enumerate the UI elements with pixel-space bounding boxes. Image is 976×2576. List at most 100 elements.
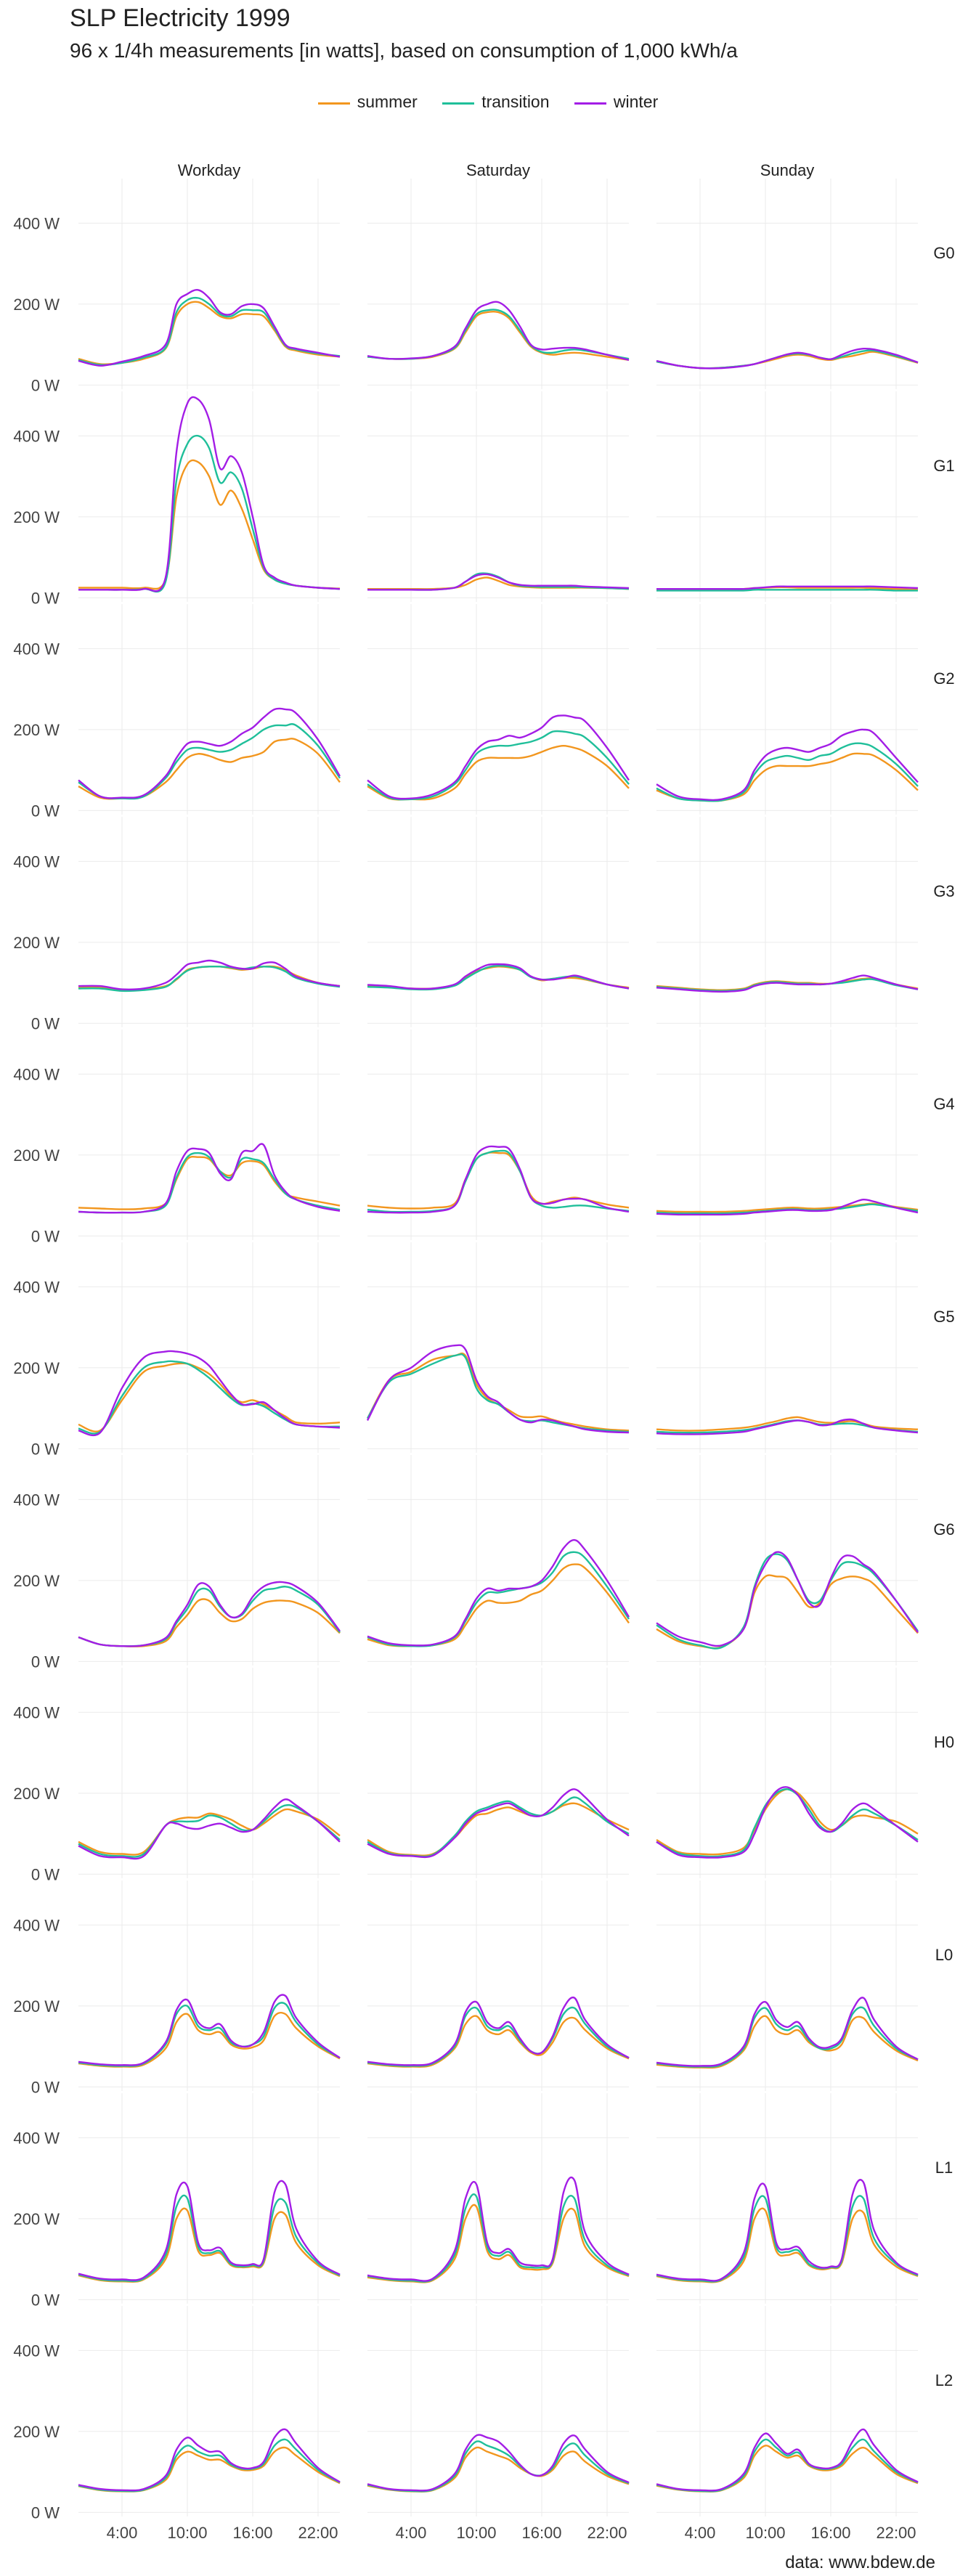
series-line-winter-l1-saturday [367, 2176, 630, 2282]
y-tick-label: 200 W [13, 1572, 60, 1590]
series-line-winter-g4-saturday [367, 1145, 630, 1214]
series-line-winter-g5-workday [78, 1350, 341, 1437]
y-tick-label: 200 W [13, 2423, 60, 2441]
series-line-summer-g5-workday [78, 1362, 341, 1432]
y-tick-label: 0 W [31, 2078, 60, 2096]
x-tick-label: 10:00 [456, 2524, 496, 2542]
y-tick-label: 0 W [31, 2291, 60, 2309]
x-tick-label: 10:00 [167, 2524, 207, 2542]
series-line-summer-g5-saturday [366, 1352, 630, 1432]
series-line-winter-g2-workday [78, 707, 341, 799]
legend-item-transition: transition [442, 92, 550, 112]
series-line-summer-h0-sunday [656, 1788, 919, 1856]
y-tick-label: 0 W [31, 802, 60, 820]
y-tick-label: 0 W [31, 1014, 60, 1032]
x-tick-label: 4:00 [685, 2524, 716, 2542]
series-line-summer-l0-workday [78, 2011, 341, 2068]
y-tick-label: 0 W [31, 1865, 60, 1883]
series-line-winter-h0-workday [78, 1798, 341, 1860]
row-label-g3: G3 [933, 882, 954, 900]
series-line-transition-g3-workday [78, 966, 341, 993]
series-line-winter-g3-workday [78, 959, 341, 991]
series-line-winter-g4-workday [78, 1143, 341, 1214]
series-line-winter-g2-sunday [656, 728, 919, 802]
x-tick-label: 4:00 [107, 2524, 138, 2542]
series-line-winter-l1-workday [78, 2180, 341, 2281]
legend-label-summer: summer [357, 92, 418, 112]
series-line-transition-h0-workday [78, 1803, 341, 1858]
legend-label-winter: winter [613, 92, 659, 112]
row-label-g6: G6 [933, 1520, 954, 1538]
y-tick-label: 400 W [13, 427, 60, 445]
series-line-winter-g6-workday [78, 1581, 341, 1647]
x-tick-label: 22:00 [587, 2524, 627, 2542]
series-line-summer-g6-workday [78, 1598, 341, 1647]
series-line-summer-h0-saturday [367, 1802, 630, 1856]
series-line-transition-g5-saturday [366, 1353, 630, 1433]
series-line-transition-l0-saturday [367, 2006, 630, 2067]
y-tick-label: 200 W [13, 508, 60, 526]
series-line-winter-g0-sunday [656, 347, 919, 370]
y-tick-label: 400 W [13, 1491, 60, 1509]
series-line-transition-l2-saturday [367, 2440, 630, 2493]
legend-swatch-winter [574, 102, 606, 105]
row-label-l2: L2 [935, 2371, 953, 2389]
y-tick-label: 200 W [13, 934, 60, 952]
y-tick-label: 200 W [13, 1359, 60, 1377]
series-line-winter-g5-saturday [366, 1344, 630, 1434]
row-label-g2: G2 [933, 669, 954, 688]
series-line-winter-l0-workday [78, 1994, 341, 2066]
y-tick-label: 0 W [31, 1227, 60, 1245]
series-line-transition-g2-saturday [367, 730, 630, 801]
series-line-winter-l2-saturday [367, 2434, 630, 2492]
series-line-summer-h0-workday [78, 1808, 341, 1856]
series-line-winter-g1-saturday [367, 573, 630, 591]
series-line-winter-h0-sunday [656, 1786, 919, 1859]
x-tick-label: 16:00 [521, 2524, 561, 2542]
series-line-winter-l2-sunday [656, 2428, 919, 2492]
row-label-l1: L1 [935, 2159, 953, 2177]
legend: summer transition winter [0, 91, 976, 112]
y-tick-label: 200 W [13, 2210, 60, 2228]
legend-swatch-transition [442, 102, 475, 105]
series-line-summer-l0-sunday [656, 2015, 919, 2069]
series-line-transition-l1-saturday [367, 2193, 630, 2283]
legend-swatch-summer [317, 102, 350, 105]
series-line-summer-l2-sunday [656, 2445, 919, 2493]
series-line-winter-l1-sunday [656, 2179, 919, 2282]
series-line-transition-g5-workday [78, 1360, 341, 1435]
y-tick-label: 0 W [31, 2503, 60, 2522]
series-line-transition-g4-workday [78, 1152, 341, 1214]
y-tick-label: 400 W [13, 1703, 60, 1721]
series-line-winter-l0-saturday [367, 1996, 630, 2066]
series-line-winter-l0-sunday [656, 1997, 919, 2067]
series-line-transition-g3-saturday [367, 964, 630, 991]
series-line-winter-g6-sunday [656, 1551, 919, 1647]
series-line-winter-g2-saturday [367, 714, 630, 800]
legend-item-summer: summer [317, 92, 418, 112]
row-label-h0: H0 [934, 1733, 954, 1751]
y-tick-label: 400 W [13, 214, 60, 232]
y-tick-label: 400 W [13, 640, 60, 658]
row-label-g0: G0 [933, 244, 954, 262]
series-line-summer-g0-saturday [367, 310, 630, 361]
column-label-workday: Workday [178, 161, 240, 179]
series-line-winter-h0-saturday [367, 1788, 630, 1859]
series-line-summer-g4-saturday [367, 1152, 630, 1210]
y-tick-label: 400 W [13, 1916, 60, 1934]
series-line-winter-g3-saturday [367, 963, 630, 990]
series-line-transition-l1-workday [78, 2194, 341, 2283]
row-label-g1: G1 [933, 457, 954, 475]
chart-title: SLP Electricity 1999 [70, 4, 290, 32]
x-tick-label: 10:00 [745, 2524, 785, 2542]
series-line-summer-g2-sunday [656, 752, 919, 802]
series-line-summer-g1-workday [78, 459, 341, 590]
series-line-winter-g0-workday [78, 289, 341, 367]
y-tick-label: 400 W [13, 2341, 60, 2360]
row-label-g4: G4 [933, 1095, 954, 1113]
y-tick-label: 200 W [13, 295, 60, 314]
y-tick-label: 400 W [13, 2129, 60, 2147]
series-line-winter-l2-workday [78, 2428, 341, 2492]
row-label-g5: G5 [933, 1308, 954, 1326]
